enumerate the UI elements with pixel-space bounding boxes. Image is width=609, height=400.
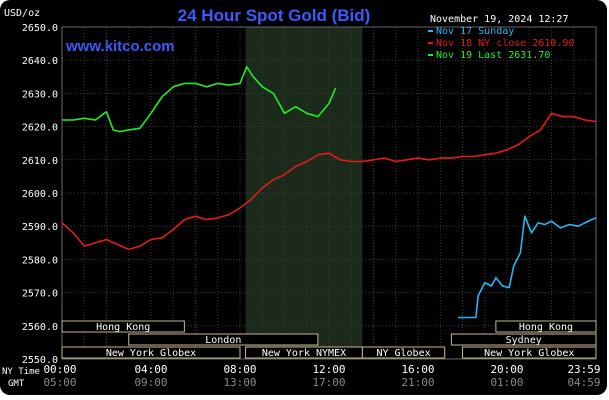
market-session-label: New York Globex bbox=[106, 348, 196, 359]
x-tick-label-gmt: 04:59 bbox=[567, 376, 600, 389]
market-session-box bbox=[361, 346, 446, 359]
legend-entry: Nov 19 Last 2631.70 bbox=[436, 50, 550, 61]
y-tick-label: 2650.0 bbox=[22, 23, 58, 34]
x-tick-label-ny: 20:00 bbox=[490, 363, 523, 376]
y-tick-label: 2600.0 bbox=[22, 189, 58, 200]
market-session-box bbox=[128, 333, 319, 346]
market-session-label: London bbox=[205, 335, 241, 346]
timestamp: November 19, 2024 12:27 bbox=[430, 14, 569, 25]
nymex-session-shading bbox=[245, 27, 363, 359]
y-tick-label: 2580.0 bbox=[22, 255, 58, 266]
x-axis-row-label-gmt: GMT bbox=[8, 379, 25, 389]
x-tick-label-ny: 00:00 bbox=[43, 363, 76, 376]
market-session-label: New York NYMEX bbox=[262, 348, 346, 359]
y-tick-label: 2630.0 bbox=[22, 89, 58, 100]
y-tick-label: 2560.0 bbox=[22, 322, 58, 333]
x-tick-label-ny: 12:00 bbox=[312, 363, 345, 376]
y-tick-label: 2620.0 bbox=[22, 123, 58, 134]
y-tick-label: 2590.0 bbox=[22, 222, 58, 233]
x-tick-label-gmt: 01:00 bbox=[490, 376, 523, 389]
market-session-label: Hong Kong bbox=[96, 322, 150, 333]
market-session-box bbox=[61, 346, 241, 359]
y-tick-label: 2610.0 bbox=[22, 156, 58, 167]
y-tick-label: 2550.0 bbox=[22, 355, 58, 366]
market-session-box bbox=[462, 346, 597, 359]
x-tick-label-ny: 08:00 bbox=[223, 363, 256, 376]
series-line-2 bbox=[61, 112, 597, 251]
x-tick-label-gmt: 09:00 bbox=[134, 376, 167, 389]
y-tick-label: 2640.0 bbox=[22, 56, 58, 67]
market-session-box bbox=[61, 320, 185, 333]
x-tick-label-gmt: 05:00 bbox=[43, 376, 76, 389]
x-tick-label-gmt: 21:00 bbox=[401, 376, 434, 389]
market-session-box bbox=[450, 333, 597, 346]
market-session-label: Hong Kong bbox=[519, 322, 573, 333]
x-tick-label-ny: 23:59 bbox=[567, 363, 600, 376]
market-session-label: Sydney bbox=[506, 335, 542, 346]
x-tick-label-ny: 04:00 bbox=[134, 363, 167, 376]
x-tick-label-gmt: 13:00 bbox=[223, 376, 256, 389]
unit-label: USD/oz bbox=[4, 8, 41, 19]
market-session-label: New York Globex bbox=[484, 348, 574, 359]
series-line-1 bbox=[458, 215, 597, 319]
x-tick-label-ny: 16:00 bbox=[401, 363, 434, 376]
x-tick-label-gmt: 17:00 bbox=[312, 376, 345, 389]
legend-entry: Nov 18 NY close 2610.90 bbox=[436, 38, 574, 49]
legend-entry: Nov 17 Sunday bbox=[436, 26, 514, 37]
chart-title: 24 Hour Spot Gold (Bid) bbox=[177, 6, 371, 25]
y-tick-label: 2570.0 bbox=[22, 289, 58, 300]
brand-link[interactable]: www.kitco.com bbox=[66, 38, 175, 55]
market-session-box bbox=[495, 320, 597, 333]
plot-border bbox=[61, 26, 597, 360]
market-session-label: NY Globex bbox=[376, 348, 430, 359]
x-axis-row-label-ny: NY Time bbox=[2, 367, 40, 377]
series-line-3 bbox=[62, 66, 337, 133]
